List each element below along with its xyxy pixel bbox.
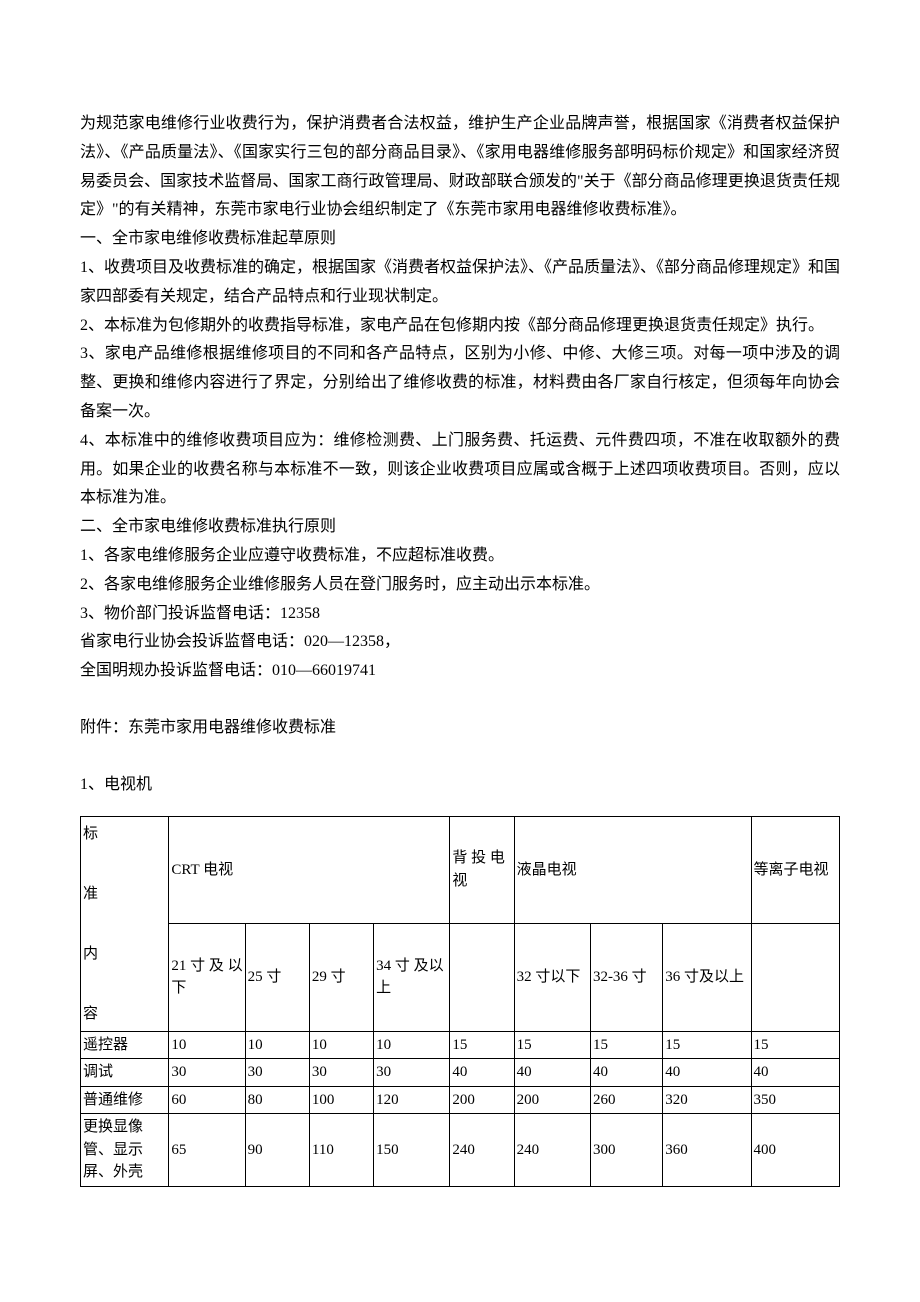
cell: 200 [450, 1086, 514, 1114]
sub-rear-0 [450, 924, 514, 1032]
attachment-label: 附件：东莞市家用电器维修收费标准 [80, 714, 840, 743]
body-text-block: 为规范家电维修行业收费行为，保护消费者合法权益，维护生产企业品牌声誉，根据国家《… [80, 110, 840, 686]
cell: 320 [663, 1086, 751, 1114]
para-phone-province: 省家电行业协会投诉监督电话：020—12358， [80, 628, 840, 657]
table-header-row-1: 标准内容 CRT 电视 背 投 电视 液晶电视 等离子电视 [81, 816, 840, 924]
cell: 40 [514, 1059, 590, 1087]
cell: 350 [751, 1086, 839, 1114]
cell: 65 [169, 1114, 245, 1187]
cell: 30 [374, 1059, 450, 1087]
cell: 10 [245, 1031, 309, 1059]
cell: 110 [309, 1114, 373, 1187]
para-1-4: 4、本标准中的维修收费项目应为：维修检测费、上门服务费、托运费、元件费四项，不准… [80, 427, 840, 513]
cell: 90 [245, 1114, 309, 1187]
table-row: 调试 30 30 30 30 40 40 40 40 40 [81, 1059, 840, 1087]
cell: 100 [309, 1086, 373, 1114]
cell: 30 [309, 1059, 373, 1087]
table-row: 普通维修 60 80 100 120 200 200 260 320 350 [81, 1086, 840, 1114]
cell: 120 [374, 1086, 450, 1114]
cell: 40 [751, 1059, 839, 1087]
table-section-label: 1、电视机 [80, 771, 840, 800]
cell: 15 [751, 1031, 839, 1059]
para-phone-national: 全国明规办投诉监督电话：010—66019741 [80, 657, 840, 686]
para-1-3: 3、家电产品维修根据维修项目的不同和各产品特点，区别为小修、中修、大修三项。对每… [80, 340, 840, 426]
cell: 40 [450, 1059, 514, 1087]
document-page: 为规范家电维修行业收费行为，保护消费者合法权益，维护生产企业品牌声誉，根据国家《… [0, 0, 920, 1247]
cell: 40 [590, 1059, 662, 1087]
cell: 80 [245, 1086, 309, 1114]
sub-crt-0: 21 寸 及 以下 [169, 924, 245, 1032]
para-intro: 为规范家电维修行业收费行为，保护消费者合法权益，维护生产企业品牌声誉，根据国家《… [80, 110, 840, 225]
cell: 15 [590, 1031, 662, 1059]
cell: 15 [514, 1031, 590, 1059]
sub-crt-1: 25 寸 [245, 924, 309, 1032]
para-section2-head: 二、全市家电维修收费标准执行原则 [80, 513, 840, 542]
cell: 240 [450, 1114, 514, 1187]
cell: 300 [590, 1114, 662, 1187]
sub-lcd-0: 32 寸以下 [514, 924, 590, 1032]
cell: 260 [590, 1086, 662, 1114]
row-header-label: 标准内容 [81, 816, 169, 1031]
para-2-1: 1、各家电维修服务企业应遵守收费标准，不应超标准收费。 [80, 542, 840, 571]
table-header-row-2: 21 寸 及 以下 25 寸 29 寸 34 寸 及以上 32 寸以下 32-3… [81, 924, 840, 1032]
row-label: 调试 [81, 1059, 169, 1087]
cell: 10 [169, 1031, 245, 1059]
sub-lcd-2: 36 寸及以上 [663, 924, 751, 1032]
sub-crt-3: 34 寸 及以上 [374, 924, 450, 1032]
cell: 15 [450, 1031, 514, 1059]
cell: 30 [245, 1059, 309, 1087]
sub-lcd-1: 32-36 寸 [590, 924, 662, 1032]
para-1-2: 2、本标准为包修期外的收费指导标准，家电产品在包修期内按《部分商品修理更换退货责… [80, 312, 840, 341]
tv-fee-table: 标准内容 CRT 电视 背 投 电视 液晶电视 等离子电视 21 寸 及 以下 … [80, 816, 840, 1187]
para-1-1: 1、收费项目及收费标准的确定，根据国家《消费者权益保护法》、《产品质量法》、《部… [80, 254, 840, 312]
group-crt: CRT 电视 [169, 816, 450, 924]
row-label: 遥控器 [81, 1031, 169, 1059]
cell: 200 [514, 1086, 590, 1114]
cell: 15 [663, 1031, 751, 1059]
cell: 150 [374, 1114, 450, 1187]
group-rear: 背 投 电视 [450, 816, 514, 924]
para-2-3: 3、物价部门投诉监督电话：12358 [80, 600, 840, 629]
group-plasma: 等离子电视 [751, 816, 839, 924]
group-lcd: 液晶电视 [514, 816, 751, 924]
sub-plasma-0 [751, 924, 839, 1032]
cell: 40 [663, 1059, 751, 1087]
cell: 60 [169, 1086, 245, 1114]
para-2-2: 2、各家电维修服务企业维修服务人员在登门服务时，应主动出示本标准。 [80, 571, 840, 600]
cell: 400 [751, 1114, 839, 1187]
row-label: 更换显像管、显示屏、外壳 [81, 1114, 169, 1187]
table-row: 遥控器 10 10 10 10 15 15 15 15 15 [81, 1031, 840, 1059]
cell: 10 [309, 1031, 373, 1059]
row-label: 普通维修 [81, 1086, 169, 1114]
table-row: 更换显像管、显示屏、外壳 65 90 110 150 240 240 300 3… [81, 1114, 840, 1187]
sub-crt-2: 29 寸 [309, 924, 373, 1032]
para-section1-head: 一、全市家电维修收费标准起草原则 [80, 225, 840, 254]
cell: 240 [514, 1114, 590, 1187]
cell: 10 [374, 1031, 450, 1059]
cell: 360 [663, 1114, 751, 1187]
cell: 30 [169, 1059, 245, 1087]
